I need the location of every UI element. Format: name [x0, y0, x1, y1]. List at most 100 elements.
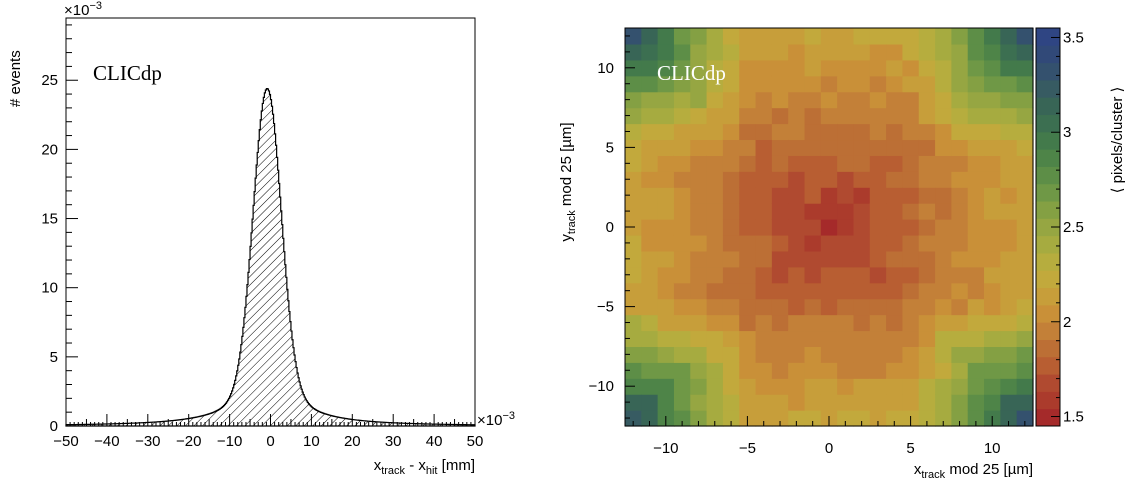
heatmap-cell — [902, 250, 920, 268]
heatmap-cell — [886, 155, 904, 172]
heatmap-cell — [1000, 298, 1018, 316]
histogram-y-tick-label: 10 — [41, 280, 58, 297]
heatmap-cell — [984, 282, 1001, 300]
heatmap-cell — [690, 378, 708, 395]
heatmap-cell — [722, 378, 740, 395]
heatmap-cell — [869, 410, 887, 427]
heatmap-cell — [837, 155, 855, 172]
heatmap-cell — [657, 203, 675, 220]
histogram-x-multiplier: ×10−3 — [477, 410, 515, 429]
heatmap-clicdp-label: CLICdp — [657, 61, 726, 85]
heatmap-cell — [935, 234, 952, 252]
heatmap-cell — [935, 28, 952, 45]
heatmap-cell — [886, 171, 904, 188]
colorbar-segment — [1036, 339, 1060, 358]
heatmap-cell — [641, 187, 659, 204]
heatmap-cell — [673, 123, 691, 141]
histogram-y-multiplier: ×10−3 — [64, 0, 102, 19]
heatmap-cell — [951, 362, 969, 379]
heatmap-cell — [935, 187, 952, 204]
heatmap-cell — [739, 43, 757, 61]
heatmap-cell — [771, 43, 789, 61]
heatmap-cell — [820, 28, 838, 45]
heatmap-cell — [739, 75, 757, 93]
heatmap-cell — [706, 59, 724, 77]
heatmap-cell — [967, 378, 985, 395]
heatmap-cell — [1016, 28, 1034, 45]
heatmap-cell — [837, 282, 855, 300]
heatmap-cell — [788, 123, 806, 141]
heatmap-cell — [902, 394, 920, 411]
heatmap-cell — [967, 298, 985, 316]
heatmap-cell — [771, 139, 789, 156]
heatmap-cell — [951, 394, 969, 411]
heatmap-cell — [967, 187, 985, 204]
heatmap-cell — [1016, 410, 1034, 427]
heatmap-cell — [918, 28, 936, 45]
heatmap-cell — [657, 91, 675, 109]
heatmap-cell — [706, 346, 724, 363]
heatmap-cell — [1000, 410, 1018, 427]
heatmap-cell — [853, 91, 871, 109]
heatmap-cell — [984, 314, 1001, 332]
heatmap-cell — [804, 378, 822, 395]
heatmap-cell — [657, 330, 675, 347]
heatmap-cell — [984, 91, 1001, 109]
heatmap-cell — [690, 250, 708, 268]
heatmap-cell — [804, 282, 822, 300]
heatmap-cell — [690, 59, 708, 77]
heatmap-cell — [690, 107, 708, 125]
heatmap-cell — [641, 139, 659, 156]
heatmap-cell — [820, 219, 838, 236]
heatmap-cell — [706, 139, 724, 156]
heatmap-cell — [820, 298, 838, 316]
heatmap-cell — [706, 219, 724, 236]
heatmap-cell — [984, 123, 1001, 141]
histogram-x-ticks: −50 −40 −30 −20 −10 0 10 20 30 40 50 — [53, 414, 483, 450]
heatmap-cell — [706, 107, 724, 125]
heatmap-x-axis-label: xtrack mod 25 [µm] — [914, 461, 1033, 481]
heatmap-cell — [706, 203, 724, 220]
heatmap-cell — [951, 107, 969, 125]
heatmap-cell — [706, 266, 724, 284]
histogram-y-multiplier-base: ×10 — [64, 2, 89, 19]
heatmap-cell — [690, 314, 708, 332]
heatmap-cell — [804, 28, 822, 45]
heatmap-cell — [657, 394, 675, 411]
histogram-panel: −50 −40 −30 −20 −10 0 10 20 30 40 50 0 5 10 15 20 25 CL… — [7, 0, 515, 477]
heatmap-cell — [869, 266, 887, 284]
heatmap-cell — [739, 91, 757, 109]
heatmap-cell — [788, 378, 806, 395]
heatmap-y-tick-label: 0 — [606, 219, 614, 236]
heatmap-cell — [690, 171, 708, 188]
heatmap-cell — [804, 91, 822, 109]
heatmap-cell — [625, 203, 642, 220]
heatmap-cell — [984, 43, 1001, 61]
heatmap-cell — [739, 187, 757, 204]
heatmap-cell — [788, 139, 806, 156]
heatmap-cell — [918, 378, 936, 395]
heatmap-cell — [641, 219, 659, 236]
histogram-y-tick-label: 25 — [41, 72, 58, 89]
heatmap-cell — [935, 346, 952, 363]
colorbar-segment — [1036, 131, 1060, 150]
heatmap-cell — [918, 171, 936, 188]
heatmap-cell — [706, 410, 724, 427]
heatmap-cell — [755, 155, 773, 172]
heatmap-cell — [967, 314, 985, 332]
histogram-y-axis-label: # events — [7, 50, 24, 107]
colorbar-segment — [1036, 356, 1060, 375]
heatmap-cell — [739, 28, 757, 45]
heatmap-cell — [967, 171, 985, 188]
colorbar-segment — [1036, 97, 1060, 116]
heatmap-cell — [722, 139, 740, 156]
heatmap-cell — [935, 314, 952, 332]
heatmap-cell — [935, 362, 952, 379]
heatmap-cell — [788, 171, 806, 188]
heatmap-cell — [967, 234, 985, 252]
heatmap-cell — [771, 362, 789, 379]
heatmap-cell — [1016, 346, 1034, 363]
heatmap-cell — [706, 187, 724, 204]
heatmap-cell — [1000, 59, 1018, 77]
histogram-x-tick-label: 0 — [266, 433, 274, 450]
